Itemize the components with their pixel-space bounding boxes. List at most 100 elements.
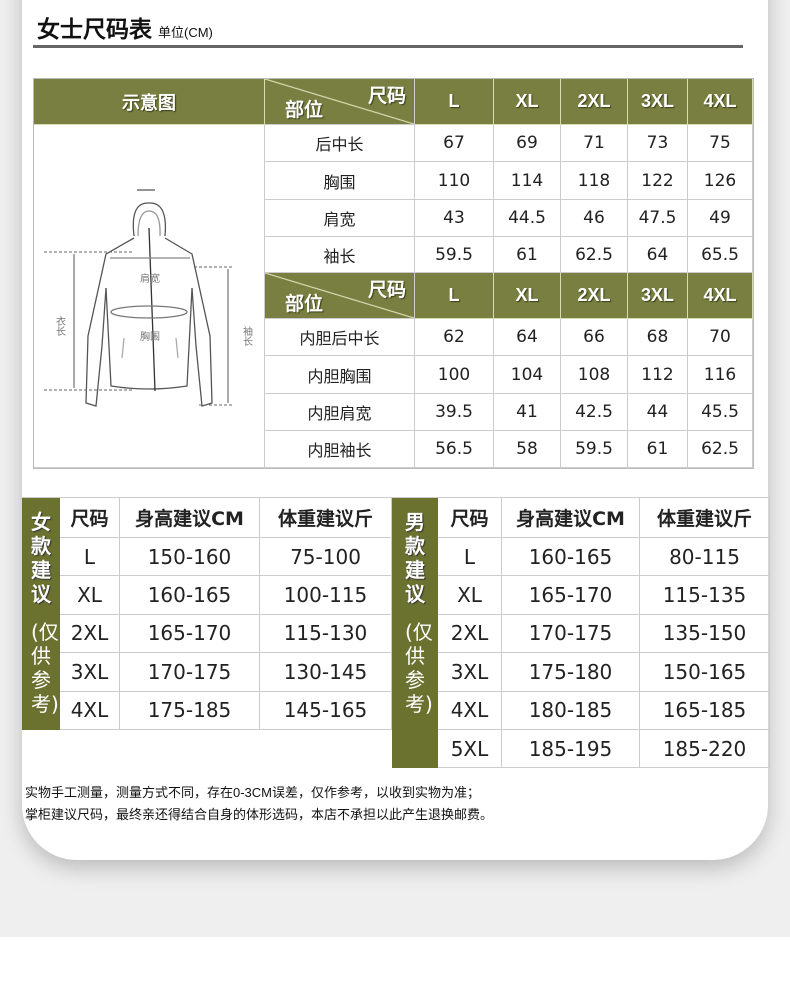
measurement-value: 42.5	[561, 394, 628, 431]
table-cell: 185-195	[502, 729, 640, 769]
table-cell: 130-145	[260, 653, 392, 692]
measurement-value: 39.5	[415, 394, 494, 431]
measurement-label: 内胆胸围	[265, 356, 415, 394]
measurement-value: 56.5	[415, 431, 494, 468]
size-header: XL	[494, 79, 561, 125]
part-label: 部位	[285, 293, 324, 315]
size-part-header: 尺码 部位	[265, 79, 415, 125]
measurement-value: 61	[494, 237, 561, 273]
measurement-value: 70	[688, 319, 753, 356]
size-label: 尺码	[367, 85, 406, 107]
measurement-value: 62	[415, 319, 494, 356]
measurement-value: 65.5	[688, 237, 753, 273]
shoulder-label: 肩宽	[140, 272, 160, 285]
column-header: 体重建议斤	[640, 498, 770, 538]
diagram-header: 示意图	[34, 79, 265, 125]
measurement-value: 41	[494, 394, 561, 431]
measurement-value: 44.5	[494, 200, 561, 237]
measurement-value: 73	[628, 125, 688, 162]
size-header: 3XL	[628, 273, 688, 319]
table-cell: 170-175	[502, 614, 640, 654]
measurement-value: 43	[415, 200, 494, 237]
length-label: 衣长	[54, 315, 66, 336]
men-suggestion-table: 男款建议 (仅供参考) 尺码 身高建议CM 体重建议斤 L 160-165 80-115 XL 1…	[392, 497, 770, 769]
table-cell: 115-135	[640, 576, 770, 615]
size-label: 尺码	[367, 279, 406, 301]
column-header: 尺码	[438, 498, 502, 538]
table-cell: 165-170	[502, 576, 640, 615]
table-cell: 2XL	[60, 614, 120, 654]
column-header: 身高建议CM	[120, 498, 260, 538]
size-header: XL	[494, 273, 561, 319]
measurement-label: 内胆后中长	[265, 319, 415, 356]
measurement-label: 胸围	[265, 162, 415, 200]
table-cell: 115-130	[260, 614, 392, 654]
measurement-value: 46	[561, 200, 628, 237]
side-note: (仅供参考)	[31, 620, 59, 716]
size-header: 3XL	[628, 79, 688, 125]
table-cell: XL	[438, 576, 502, 615]
table-cell: 2XL	[438, 614, 502, 654]
table-cell: 3XL	[438, 653, 502, 692]
table-cell: 135-150	[640, 614, 770, 654]
size-header: 2XL	[561, 79, 628, 125]
measurement-table: 示意图 尺码 部位 L XL 2XL 3XL 4XL 肩宽 胸围 衣长 袖长 后中长 67 69 7…	[33, 78, 754, 469]
measurement-value: 58	[494, 431, 561, 468]
measurement-value: 104	[494, 356, 561, 394]
size-header: L	[415, 273, 494, 319]
table-cell: 4XL	[60, 691, 120, 730]
measurement-value: 69	[494, 125, 561, 162]
measurement-value: 45.5	[688, 394, 753, 431]
table-cell: 185-220	[640, 729, 770, 769]
size-part-header: 尺码部位	[265, 273, 415, 319]
side-title: 女款建议	[31, 510, 51, 606]
men-side-label: 男款建议 (仅供参考)	[392, 498, 438, 769]
size-header: 2XL	[561, 273, 628, 319]
measurement-value: 122	[628, 162, 688, 200]
measurement-value: 59.5	[561, 431, 628, 468]
measurement-value: 62.5	[561, 237, 628, 273]
jacket-illustration: 肩宽 胸围 衣长 袖长	[34, 125, 265, 468]
measurement-value: 68	[628, 319, 688, 356]
jacket-diagram-icon: 肩宽 胸围 衣长 袖长	[44, 189, 253, 407]
measurement-label: 后中长	[265, 125, 415, 162]
measurement-value: 59.5	[415, 237, 494, 273]
column-header: 尺码	[60, 498, 120, 538]
measurement-label: 肩宽	[265, 200, 415, 237]
table-cell: 3XL	[60, 653, 120, 692]
side-title: 男款建议	[405, 510, 425, 606]
measurement-label: 袖长	[265, 237, 415, 273]
table-cell: L	[438, 538, 502, 577]
measurement-value: 126	[688, 162, 753, 200]
measurement-label: 内胆袖长	[265, 431, 415, 468]
table-cell: 180-185	[502, 691, 640, 730]
table-cell: 150-160	[120, 538, 260, 577]
table-cell: 75-100	[260, 538, 392, 577]
measurement-value: 47.5	[628, 200, 688, 237]
measurement-value: 62.5	[688, 431, 753, 468]
notes: 实物手工测量，测量方式不同，存在0-3CM误差，仅作参考，以收到实物为准； 掌柜…	[25, 782, 493, 826]
table-cell: 145-165	[260, 691, 392, 730]
measurement-value: 114	[494, 162, 561, 200]
measurement-value: 71	[561, 125, 628, 162]
note-line: 实物手工测量，测量方式不同，存在0-3CM误差，仅作参考，以收到实物为准；	[25, 785, 481, 800]
table-cell: 175-180	[502, 653, 640, 692]
chest-label: 胸围	[140, 330, 160, 343]
measurement-value: 116	[688, 356, 753, 394]
measurement-value: 108	[561, 356, 628, 394]
measurement-value: 49	[688, 200, 753, 237]
measurement-value: 67	[415, 125, 494, 162]
table-cell: 4XL	[438, 691, 502, 730]
column-header: 体重建议斤	[260, 498, 392, 538]
measurement-value: 64	[628, 237, 688, 273]
measurement-value: 64	[494, 319, 561, 356]
unit-label: 单位(CM)	[158, 25, 213, 40]
measurement-value: 118	[561, 162, 628, 200]
note-line: 掌柜建议尺码，最终亲还得结合自身的体形选码，本店不承担以此产生退换邮费。	[25, 807, 494, 822]
table-cell: 175-185	[120, 691, 260, 730]
page-title: 女士尺码表 单位(CM)	[37, 10, 213, 44]
measurement-value: 110	[415, 162, 494, 200]
measurement-value: 61	[628, 431, 688, 468]
size-header: L	[415, 79, 494, 125]
table-cell: 165-170	[120, 614, 260, 654]
